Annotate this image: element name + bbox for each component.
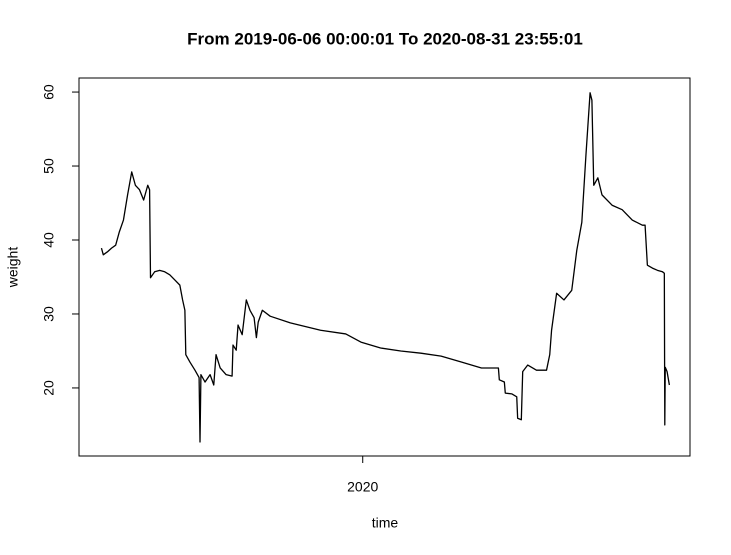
chart-title: From 2019-06-06 00:00:01 To 2020-08-31 2… [187,29,583,48]
x-tick-label: 2020 [347,479,378,495]
x-axis-label: time [372,515,399,531]
y-tick-label: 40 [41,232,57,248]
y-axis-label: weight [5,247,21,289]
plot-box [78,77,691,457]
y-tick-label: 20 [41,380,57,396]
y-tick-label: 30 [41,306,57,322]
y-tick-label: 60 [41,84,57,100]
data-line [100,92,671,443]
y-tick-label: 50 [41,158,57,174]
